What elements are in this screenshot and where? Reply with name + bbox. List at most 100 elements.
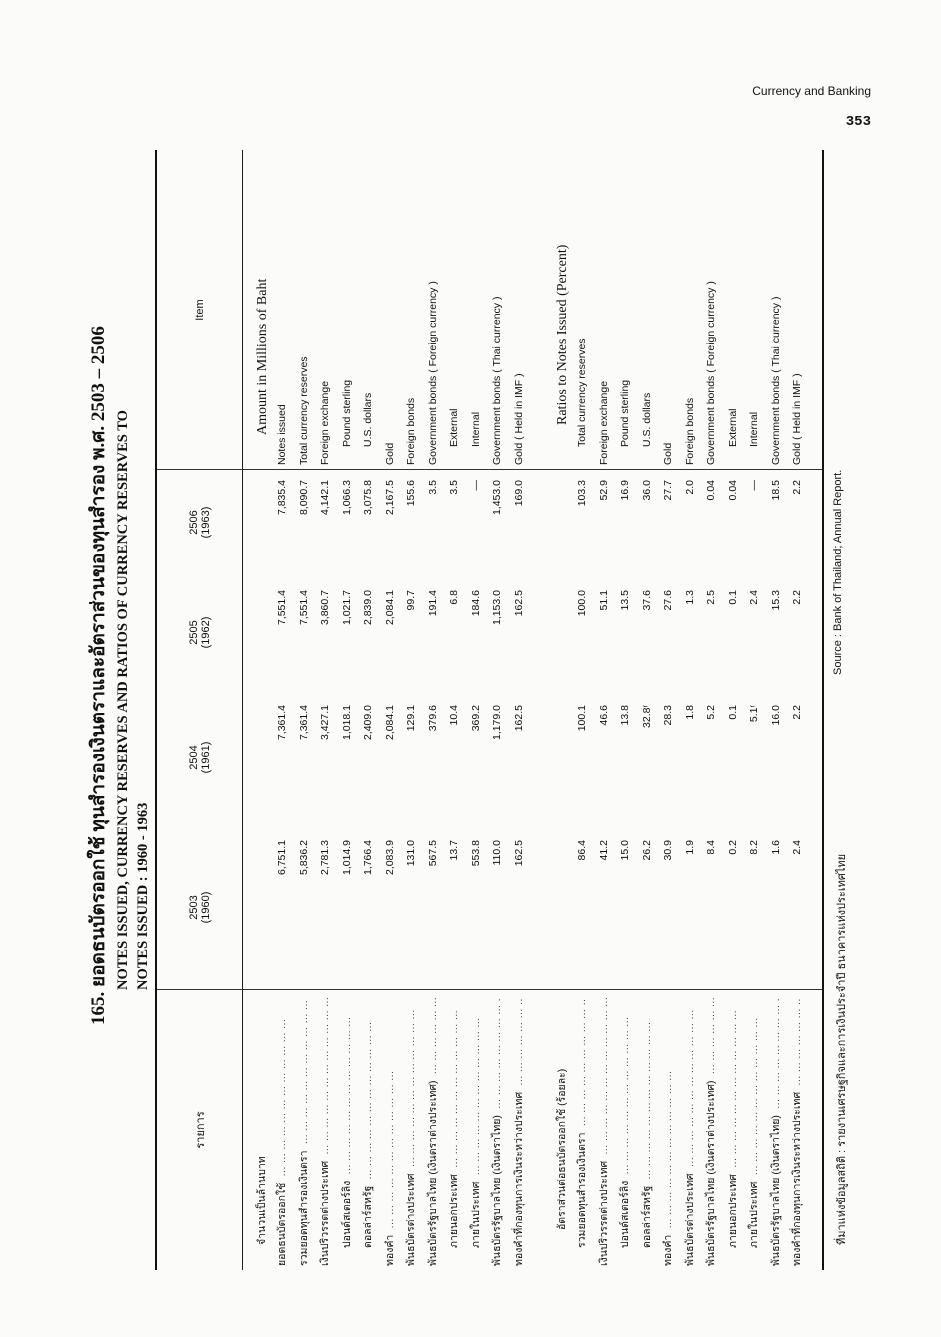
row-label-thai: พันธบัตรรัฐบาลไทย (เงินตราไทย)	[491, 1115, 503, 1266]
row-label-group: เงินปริวรรตต่างประเทศ … … … … … … … … … ……	[594, 998, 616, 1266]
leader-dots: … … … … … … … … … … … …	[512, 998, 525, 1086]
leader-dots: … … … … … … … … … … … …	[791, 998, 803, 1086]
leader-dots: … … … … … … … … … … … …	[662, 1070, 674, 1229]
row-label: Foreign exchange	[319, 380, 331, 465]
leader-dots: … … … … … … … … … … … …	[448, 1009, 460, 1169]
row-label: Gold	[383, 442, 396, 465]
value-cell: 100.0	[576, 590, 588, 617]
table-row: ปอนด์สเตอร์ลิง … … … … … … … … … … … … 15.…	[615, 150, 637, 1270]
value-cell: 26.2	[640, 840, 653, 861]
value-cell: 2.2	[791, 705, 803, 720]
value-cell: 1,014.9	[340, 840, 353, 876]
table-row: พันธบัตรต่างประเทศ … … … … … … … … … … … …	[401, 150, 423, 1270]
value-cell: 1,766.4	[362, 840, 374, 876]
leader-dots: … … … … … … … … … … … …	[491, 998, 503, 1110]
value-cell: 0.1	[726, 590, 739, 605]
value-cell: 6.8	[448, 590, 460, 605]
column-header-2506: 2506 (1963)	[157, 470, 243, 575]
row-label-thai: รวมยอดทุนสำรองเงินตรา	[576, 1132, 588, 1248]
leader-dots: … … … … … … … … … … … …	[276, 1018, 288, 1177]
section-heading-thai: จำนวนเป็นล้านบาท	[256, 1156, 268, 1245]
row-label-thai: ดอลล่าร์สหรัฐ	[640, 1185, 653, 1248]
data-table: รายการ 2503 (1960) 2504 (1961) 2505 (1962) …	[155, 150, 824, 1270]
row-label-thai: พันธบัตรรัฐบาลไทย (เงินตราต่างประเทศ)	[426, 1080, 439, 1266]
value-cell: 7,835.4	[276, 480, 288, 516]
row-label-group: ภายนอกประเทศ … … … … … … … … … … … …	[723, 998, 745, 1248]
value-cell: 2,781.3	[319, 840, 331, 876]
title-thai: ยอดธนบัตรออกใช้ ทุนสำรองเงินตราและอัตราส…	[88, 326, 109, 987]
value-cell: 2,839.0	[362, 590, 374, 626]
value-cell: 1,179.0	[491, 705, 503, 741]
row-label: Internal	[469, 411, 482, 447]
table-title: 165. ยอดธนบัตรออกใช้ ทุนสำรองเงินตราและอ…	[83, 326, 113, 1025]
value-cell: 13.8	[619, 705, 631, 726]
value-cell: 41.2	[597, 840, 610, 861]
leader-dots: … … … … … … … … … … … …	[469, 1017, 482, 1176]
row-label-group: พันธบัตรรัฐบาลไทย (เงินตราต่างประเทศ)… ……	[423, 998, 445, 1266]
leader-dots: … … … … … … … … … … … …	[405, 1009, 417, 1168]
source-thai: ที่มาแห่งข้อมูลสถิติ : รายงานเศรษฐกิจและ…	[836, 853, 848, 1245]
value-cell: 1,453.0	[491, 480, 503, 516]
value-cell: 13.7	[448, 840, 460, 861]
row-label-group: ภายในประเทศ … … … … … … … … … … … …	[466, 998, 488, 1249]
value-cell: 162.5	[512, 705, 525, 732]
row-label: Total currency reserves	[297, 356, 310, 465]
row-label-group: ดอลล่าร์สหรัฐ … … … … … … … … … … … …	[358, 998, 380, 1248]
leader-dots: … … … … … … … … … … … …	[319, 998, 331, 1155]
value-cell: 162.5	[512, 590, 525, 617]
title-english-line1: NOTES ISSUED, CURRENCY RESERVES AND RATI…	[115, 410, 131, 990]
value-cell: 0.04	[705, 480, 717, 501]
value-cell: 3,427.1	[319, 705, 331, 741]
column-header-item: Item	[157, 150, 243, 470]
value-cell: 191.4	[426, 590, 439, 617]
row-label: Gold ( Held in IMF )	[512, 373, 525, 465]
row-label: U.S. dollars	[362, 392, 374, 447]
rotated-table-page: 165. ยอดธนบัตรออกใช้ ทุนสำรองเงินตราและอ…	[75, 115, 870, 1315]
value-cell: 46.6	[597, 705, 610, 726]
row-label-group: ดอลล่าร์สหรัฐ … … … … … … … … … … … …	[637, 998, 659, 1248]
value-cell: 28.3	[662, 705, 674, 726]
value-cell: 52.9	[597, 480, 610, 501]
table-row: ทองคำ … … … … … … … … … … … … 2,083.9 2,084…	[380, 150, 402, 1270]
header-year-ce: (1961)	[199, 741, 212, 774]
table-row: พันธบัตรรัฐบาลไทย (เงินตราไทย) … … … … … …	[766, 150, 788, 1270]
table-row: พันธบัตรต่างประเทศ … … … … … … … … … … … …	[680, 150, 702, 1270]
value-cell: 1.3	[683, 590, 696, 605]
value-cell: 6,751.1	[276, 840, 288, 876]
row-label-thai: ทองคำที่กองทุนการเงินระหว่างประเทศ	[512, 1091, 525, 1266]
value-cell: 13.5	[619, 590, 631, 611]
leader-dots: … … … … … … … … … … … …	[362, 1021, 374, 1180]
value-cell: 0.04	[726, 480, 739, 501]
row-label: Government bonds ( Foreign currency )	[426, 281, 439, 465]
row-label: Pound sterling	[619, 379, 631, 447]
value-cell: 8,090.7	[297, 480, 310, 516]
header-year-be: 2503	[187, 895, 200, 920]
value-cell: 155.6	[405, 480, 417, 507]
table-number: 165.	[88, 991, 109, 1025]
row-label-thai: ภายในประเทศ	[469, 1181, 482, 1248]
row-label-thai: พันธบัตรต่างประเทศ	[405, 1173, 417, 1266]
header-year-be: 2505	[187, 620, 200, 645]
row-label: Gold ( Held in IMF )	[791, 373, 803, 465]
row-label-thai: พันธบัตรรัฐบาลไทย (เงินตราไทย)	[769, 1115, 782, 1266]
section-heading-row: จำนวนเป็นล้านบาท Amount in Millions of Ba…	[252, 150, 274, 1270]
row-label-group: พันธบัตรรัฐบาลไทย (เงินตราต่างประเทศ)… ……	[701, 998, 723, 1266]
value-cell: —	[469, 480, 482, 491]
leader-dots: … … … … … … … … … … … …	[340, 1016, 353, 1175]
value-cell: 99.7	[405, 590, 417, 611]
value-cell: 2.0	[683, 480, 696, 495]
row-label-group: พันธบัตรรัฐบาลไทย (เงินตราไทย) … … … … … …	[487, 998, 509, 1266]
row-label-thai: เงินปริวรรตต่างประเทศ	[597, 1160, 610, 1266]
value-cell: 567.5	[426, 840, 439, 867]
row-label: Foreign bonds	[683, 397, 696, 465]
row-label-group: ทองคำที่กองทุนการเงินระหว่างประเทศ … … … …	[509, 998, 531, 1266]
value-cell: 553.8	[469, 840, 482, 867]
section-heading: Ratios to Notes Issued (Percent)	[555, 244, 570, 425]
row-label: Notes issued	[276, 404, 288, 465]
row-label-group: รวมยอดทุนสำรองเงินตรา … … … … … … … … … ……	[572, 998, 594, 1248]
running-header: Currency and Banking	[752, 84, 871, 98]
row-label-thai: ทองคำ	[383, 1234, 396, 1266]
value-cell: 2,409.0	[362, 705, 374, 741]
row-label-group: ทองคำ … … … … … … … … … … … …	[380, 998, 402, 1266]
value-cell: 2.2	[791, 590, 803, 605]
